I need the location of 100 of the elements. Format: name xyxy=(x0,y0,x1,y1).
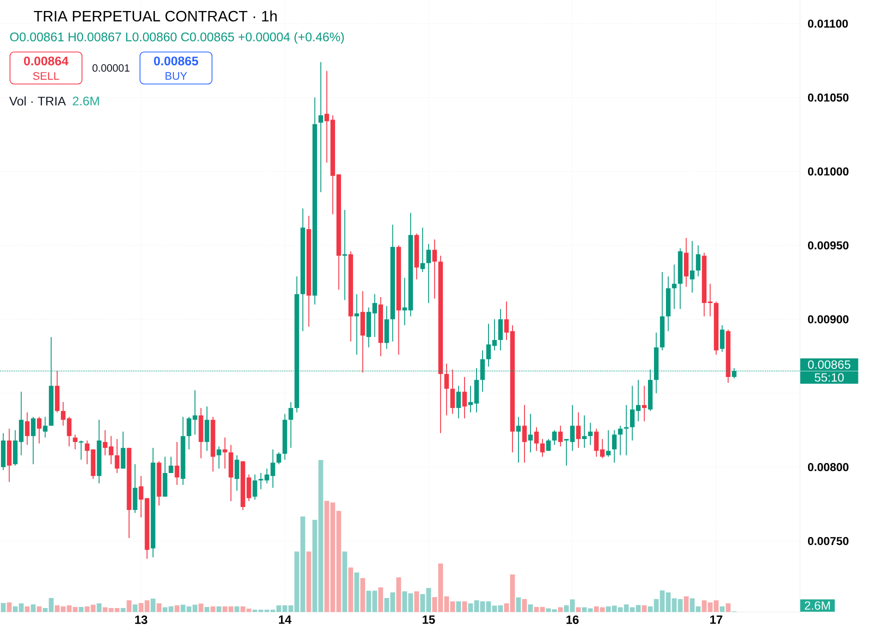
candlestick xyxy=(132,464,138,514)
candlestick xyxy=(168,456,174,474)
text: 2.6M xyxy=(804,601,830,610)
y-tick-label: 0.00900 xyxy=(808,315,848,324)
candlestick xyxy=(462,376,467,419)
annotation: BUY xyxy=(166,72,188,80)
candlestick xyxy=(162,456,168,498)
bar xyxy=(132,604,138,612)
bar xyxy=(516,597,521,612)
annotation: SELL xyxy=(33,72,60,80)
x-tick-label: 13 xyxy=(135,616,148,624)
candlestick xyxy=(426,243,431,304)
candlestick xyxy=(540,438,545,458)
candlestick xyxy=(360,290,366,373)
bar xyxy=(96,603,102,612)
y-tick-label: 0.00750 xyxy=(808,536,848,546)
candlestick xyxy=(588,422,593,446)
candlestick xyxy=(24,412,30,446)
bar xyxy=(456,601,461,612)
candlestick xyxy=(528,413,533,453)
candlestick xyxy=(522,404,527,464)
bar xyxy=(156,603,162,612)
candlestick xyxy=(234,454,240,492)
bar xyxy=(642,605,647,612)
candlestick xyxy=(432,239,437,300)
bar xyxy=(558,607,563,612)
bar xyxy=(210,606,216,612)
x-tick-label: 15 xyxy=(422,616,435,624)
bar xyxy=(198,604,204,612)
candlestick xyxy=(516,416,521,464)
candlestick xyxy=(558,425,563,447)
candlestick xyxy=(384,306,389,350)
y-tick-label: 0.01050 xyxy=(808,93,848,102)
bar xyxy=(234,606,240,612)
candlestick xyxy=(216,446,222,470)
candlestick xyxy=(342,209,348,301)
candlestick xyxy=(30,416,36,465)
annotation: 2.6M xyxy=(72,96,99,106)
bar xyxy=(78,606,84,612)
bar xyxy=(24,606,30,612)
candlestick xyxy=(204,406,210,452)
bar xyxy=(30,604,36,612)
bar xyxy=(354,572,360,612)
candlestick xyxy=(576,412,581,448)
candlestick xyxy=(120,431,126,470)
candlestick xyxy=(318,62,324,193)
candlestick xyxy=(612,430,617,464)
candlestick xyxy=(222,437,228,470)
text: TRIA PERPETUAL CONTRACT · 1h xyxy=(34,10,277,22)
bar xyxy=(348,567,354,612)
y-tick-label: 0.00950 xyxy=(808,241,848,250)
candlestick xyxy=(534,426,539,452)
bar xyxy=(204,606,210,612)
bar xyxy=(684,596,689,612)
candlestick xyxy=(252,474,258,500)
candlestick xyxy=(684,238,689,288)
bar xyxy=(36,606,42,612)
candlestick xyxy=(642,385,647,422)
bar xyxy=(174,605,180,612)
ref-line-label: 0.00865 xyxy=(808,360,850,369)
x-tick-label: 17 xyxy=(710,616,722,624)
candlestick xyxy=(456,385,461,419)
candlestick xyxy=(546,438,551,452)
candlestick xyxy=(42,416,48,438)
bar xyxy=(126,600,132,612)
bar xyxy=(306,551,312,612)
candlestick xyxy=(582,414,587,448)
y-tick-label: 0.01000 xyxy=(808,167,848,176)
candlestick xyxy=(174,442,180,486)
y-tick-label: 0.00800 xyxy=(808,463,848,472)
candlestick xyxy=(498,308,503,351)
bar xyxy=(342,551,348,612)
candlestick xyxy=(276,452,282,465)
bar xyxy=(726,603,731,612)
candlestick xyxy=(420,227,425,272)
annotation: 0.00001 xyxy=(92,64,130,72)
text: 55:10 xyxy=(814,373,844,382)
text: O0.00861 H0.00867 L0.00860 C0.00865 +0.00004 (+0.46%) xyxy=(10,32,344,44)
candlestick xyxy=(450,369,455,414)
bar xyxy=(414,591,420,612)
annotation: 0.00865 xyxy=(154,56,198,66)
candlestick xyxy=(36,416,42,444)
bar xyxy=(720,606,725,612)
candlestick xyxy=(720,324,724,352)
bar xyxy=(216,606,222,612)
bar xyxy=(360,578,366,612)
bar xyxy=(6,602,12,612)
candlestick xyxy=(444,363,449,416)
bar xyxy=(522,599,527,612)
bar xyxy=(120,608,126,612)
candlestick xyxy=(618,425,623,456)
bar xyxy=(378,587,384,612)
bar xyxy=(528,604,533,612)
bar xyxy=(150,598,156,612)
candlestick xyxy=(690,240,695,294)
annotation: Vol · TRIA xyxy=(9,96,66,106)
candlestick xyxy=(354,294,360,356)
bar xyxy=(462,601,467,612)
x-tick-label: 14 xyxy=(278,616,292,624)
bar xyxy=(576,607,581,612)
